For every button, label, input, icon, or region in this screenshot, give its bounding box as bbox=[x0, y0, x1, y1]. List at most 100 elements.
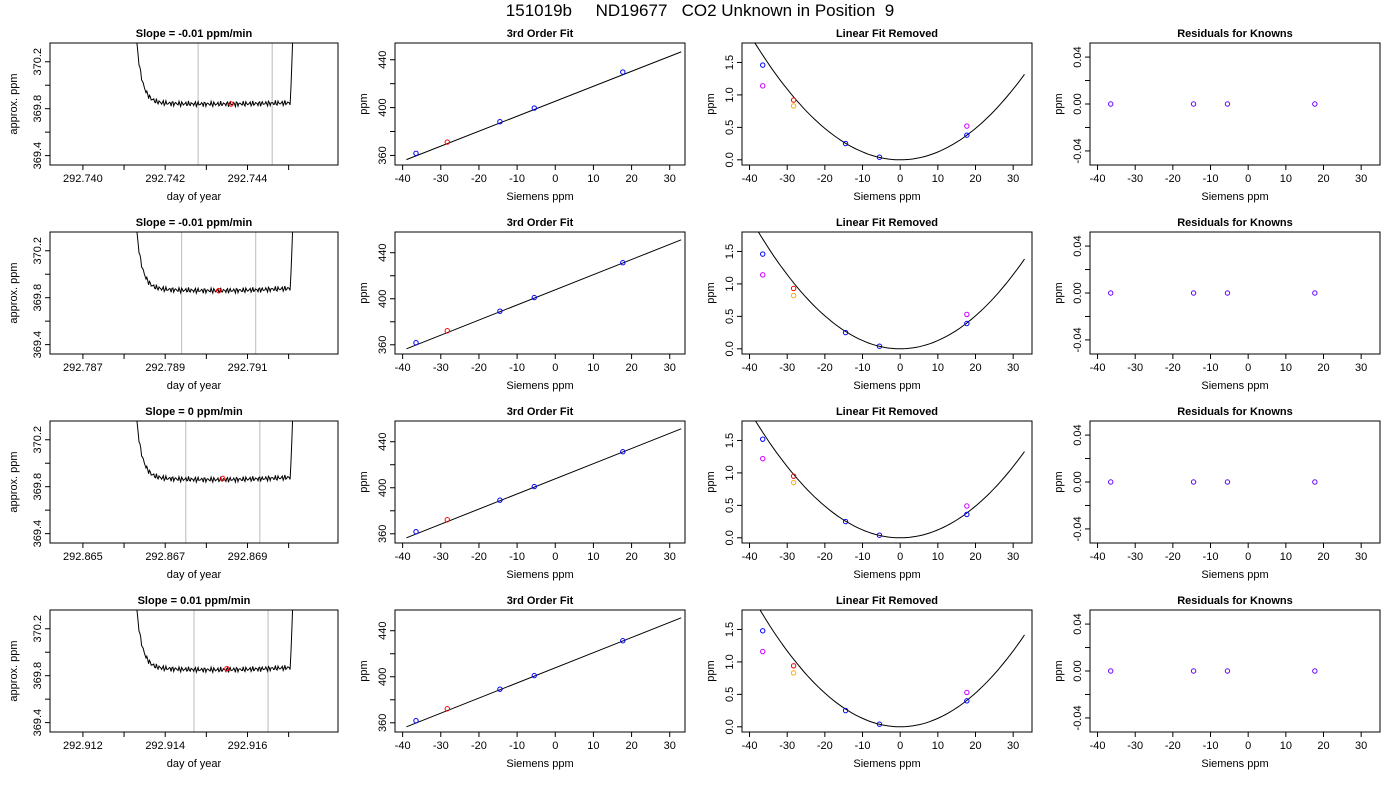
panel-title: Residuals for Knowns bbox=[1177, 28, 1293, 40]
x-tick-label: -40 bbox=[1090, 740, 1106, 752]
x-axis-label: Siemens ppm bbox=[506, 569, 573, 581]
data-point bbox=[790, 670, 797, 676]
panel-title: 3rd Order Fit bbox=[507, 406, 574, 418]
panel-r3-c2: Linear Fit Removed -40 -30 -20 -10 0 10 20 30 Sie… bbox=[705, 595, 1033, 770]
panel-r1-c0: Slope = -0.01 ppm/min 292.787 292.789 292.7… bbox=[8, 217, 339, 392]
fit-line bbox=[406, 428, 682, 539]
fit-curve bbox=[757, 232, 1025, 350]
x-tick-label: 292.867 bbox=[145, 551, 185, 563]
x-axis-label: day of year bbox=[167, 191, 222, 203]
y-tick-label: 1.0 bbox=[724, 87, 736, 102]
x-axis-label: Siemens ppm bbox=[1201, 380, 1268, 392]
plot-frame bbox=[394, 231, 686, 355]
data-point bbox=[964, 123, 970, 129]
x-tick-label: 292.787 bbox=[63, 362, 103, 374]
plot-frame bbox=[741, 609, 1033, 733]
y-axis-label: approx. ppm bbox=[8, 451, 20, 512]
x-axis-label: Siemens ppm bbox=[1201, 758, 1268, 770]
panel-title: Residuals for Knowns bbox=[1177, 217, 1293, 229]
y-tick-label: 0.5 bbox=[724, 498, 736, 513]
panel-title: Linear Fit Removed bbox=[836, 595, 938, 607]
data-point bbox=[760, 272, 766, 278]
panel-title: 3rd Order Fit bbox=[507, 28, 574, 40]
x-tick-label: 10 bbox=[932, 551, 944, 563]
data-point bbox=[790, 479, 797, 486]
plot-area bbox=[406, 428, 682, 539]
data-point bbox=[790, 97, 797, 103]
data-point bbox=[1190, 668, 1197, 674]
x-axis-label: day of year bbox=[167, 569, 222, 581]
x-tick-label: 292.869 bbox=[228, 551, 268, 563]
x-tick-label: -40 bbox=[742, 362, 758, 374]
y-tick-label: 0.04 bbox=[1072, 424, 1084, 445]
x-tick-label: 30 bbox=[1355, 551, 1367, 563]
panel-r2-c1: 3rd Order Fit -40 -30 -20 -10 0 10 20 30 Siemens … bbox=[358, 406, 686, 581]
x-tick-label: -40 bbox=[742, 740, 758, 752]
data-point bbox=[790, 473, 797, 479]
x-tick-label: -20 bbox=[817, 362, 833, 374]
panel-r0-c2: Linear Fit Removed -40 -30 -20 -10 0 10 20 30 Sie… bbox=[705, 28, 1033, 203]
y-axis-label: ppm bbox=[358, 93, 370, 114]
x-tick-label: -40 bbox=[1090, 173, 1106, 185]
y-axis-label: ppm bbox=[358, 471, 370, 492]
data-point bbox=[790, 663, 797, 669]
x-tick-label: 292.744 bbox=[228, 173, 268, 185]
data-point bbox=[842, 518, 849, 525]
fit-line bbox=[406, 239, 682, 350]
plot-area bbox=[1108, 668, 1318, 674]
panel-r1-c1: 3rd Order Fit -40 -30 -20 -10 0 10 20 30 Siemens … bbox=[358, 217, 686, 392]
x-tick-label: -10 bbox=[509, 740, 525, 752]
x-tick-label: 10 bbox=[932, 362, 944, 374]
x-tick-label: -10 bbox=[1203, 362, 1219, 374]
x-tick-label: 0 bbox=[1245, 362, 1251, 374]
data-point bbox=[413, 340, 419, 346]
data-point bbox=[444, 328, 450, 334]
panel-r1-c2: Linear Fit Removed -40 -30 -20 -10 0 10 20 30 Sie… bbox=[705, 217, 1033, 392]
data-point bbox=[1108, 479, 1114, 485]
plot-frame bbox=[1089, 420, 1381, 544]
x-tick-label: -10 bbox=[1203, 173, 1219, 185]
y-tick-label: 400 bbox=[377, 98, 389, 116]
plot-frame bbox=[49, 42, 339, 166]
y-tick-label: 370.2 bbox=[32, 237, 44, 265]
x-tick-label: -30 bbox=[779, 551, 795, 563]
data-point bbox=[964, 320, 970, 327]
y-tick-label: 400 bbox=[377, 668, 389, 686]
x-tick-label: -20 bbox=[471, 362, 487, 374]
x-axis-label: Siemens ppm bbox=[853, 380, 920, 392]
y-tick-label: -0.04 bbox=[1072, 327, 1084, 352]
y-tick-label: 400 bbox=[377, 479, 389, 497]
x-tick-label: 292.865 bbox=[63, 551, 103, 563]
panel-title: Linear Fit Removed bbox=[836, 217, 938, 229]
data-point bbox=[413, 529, 419, 535]
data-point bbox=[413, 150, 419, 156]
y-tick-label: 1.5 bbox=[724, 622, 736, 637]
x-tick-label: -40 bbox=[395, 551, 411, 563]
y-tick-label: -0.04 bbox=[1072, 138, 1084, 163]
x-tick-label: -20 bbox=[471, 173, 487, 185]
data-point bbox=[1108, 668, 1114, 674]
x-tick-label: 0 bbox=[897, 740, 903, 752]
x-tick-label: 30 bbox=[664, 173, 676, 185]
data-point bbox=[876, 154, 883, 160]
x-tick-label: 10 bbox=[587, 740, 599, 752]
x-tick-label: -40 bbox=[395, 362, 411, 374]
panel-r3-c3: Residuals for Knowns -40 -30 -20 -10 0 10 20 30 S… bbox=[1053, 595, 1381, 770]
trace-line bbox=[136, 610, 294, 675]
x-tick-label: 292.740 bbox=[63, 173, 103, 185]
data-point bbox=[964, 132, 970, 138]
x-tick-label: -30 bbox=[433, 740, 449, 752]
plot-frame bbox=[741, 231, 1033, 355]
x-tick-label: 30 bbox=[664, 740, 676, 752]
x-tick-label: 20 bbox=[1317, 362, 1329, 374]
fit-curve bbox=[759, 610, 1025, 728]
data-point bbox=[876, 721, 883, 727]
panel-r2-c3: Residuals for Knowns -40 -30 -20 -10 0 10 20 30 S… bbox=[1053, 406, 1381, 581]
x-tick-label: -40 bbox=[395, 740, 411, 752]
x-axis-label: Siemens ppm bbox=[853, 191, 920, 203]
plot-area bbox=[757, 232, 1025, 350]
y-tick-label: 369.8 bbox=[32, 662, 44, 690]
y-tick-label: 369.4 bbox=[32, 331, 44, 359]
y-tick-label: 369.8 bbox=[32, 473, 44, 501]
data-point bbox=[842, 707, 849, 714]
